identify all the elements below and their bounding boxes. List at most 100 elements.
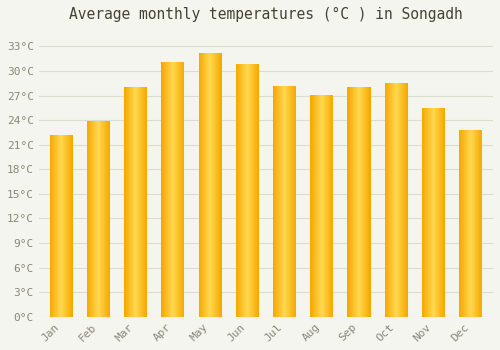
Bar — [57, 135, 58, 317]
Bar — [140, 88, 141, 317]
Bar — [315, 95, 316, 317]
Bar — [88, 121, 89, 317]
Bar — [141, 88, 142, 317]
Bar — [145, 88, 146, 317]
Bar — [324, 95, 325, 317]
Bar — [163, 62, 164, 317]
Bar — [170, 62, 171, 317]
Bar — [172, 62, 173, 317]
Bar — [318, 95, 319, 317]
Bar — [167, 62, 168, 317]
Bar — [207, 53, 208, 317]
Bar — [96, 121, 97, 317]
Bar — [67, 135, 68, 317]
Bar — [258, 64, 259, 317]
Bar — [248, 64, 249, 317]
Bar — [100, 121, 102, 317]
Bar — [91, 121, 92, 317]
Bar — [173, 62, 174, 317]
Bar — [279, 86, 280, 317]
Bar — [355, 88, 356, 317]
Bar — [287, 86, 288, 317]
Bar — [250, 64, 251, 317]
Bar — [280, 86, 281, 317]
Bar — [388, 83, 390, 317]
Bar — [391, 83, 392, 317]
Bar — [62, 135, 63, 317]
Bar — [468, 130, 469, 317]
Bar — [359, 88, 360, 317]
Bar — [136, 88, 137, 317]
Bar — [126, 88, 127, 317]
Bar — [146, 88, 147, 317]
Bar — [470, 130, 472, 317]
Bar — [213, 53, 214, 317]
Bar — [257, 64, 258, 317]
Bar — [367, 88, 368, 317]
Bar — [323, 95, 324, 317]
Bar — [330, 95, 331, 317]
Bar — [242, 64, 244, 317]
Bar — [401, 83, 402, 317]
Bar — [139, 88, 140, 317]
Bar — [108, 121, 109, 317]
Bar — [393, 83, 394, 317]
Bar — [293, 86, 294, 317]
Bar — [348, 88, 349, 317]
Bar — [428, 108, 429, 317]
Bar — [290, 86, 291, 317]
Bar — [405, 83, 406, 317]
Bar — [177, 62, 178, 317]
Bar — [465, 130, 466, 317]
Bar — [477, 130, 478, 317]
Bar — [169, 62, 170, 317]
Bar — [166, 62, 167, 317]
Bar — [252, 64, 253, 317]
Bar — [310, 95, 311, 317]
Bar — [56, 135, 57, 317]
Bar — [406, 83, 407, 317]
Bar — [183, 62, 184, 317]
Bar — [256, 64, 257, 317]
Bar — [400, 83, 401, 317]
Bar — [319, 95, 320, 317]
Bar — [124, 88, 125, 317]
Bar — [209, 53, 210, 317]
Bar — [422, 108, 423, 317]
Bar — [65, 135, 66, 317]
Bar — [322, 95, 323, 317]
Bar — [390, 83, 391, 317]
Bar — [313, 95, 314, 317]
Bar — [236, 64, 237, 317]
Bar — [206, 53, 207, 317]
Bar — [369, 88, 370, 317]
Bar — [204, 53, 205, 317]
Bar — [178, 62, 179, 317]
Bar — [138, 88, 139, 317]
Bar — [404, 83, 405, 317]
Bar — [429, 108, 430, 317]
Bar — [397, 83, 398, 317]
Bar — [162, 62, 163, 317]
Bar — [282, 86, 283, 317]
Bar — [69, 135, 70, 317]
Bar — [472, 130, 473, 317]
Bar — [59, 135, 60, 317]
Bar — [87, 121, 88, 317]
Bar — [198, 53, 199, 317]
Bar — [284, 86, 285, 317]
Bar — [278, 86, 279, 317]
Bar — [444, 108, 445, 317]
Bar — [244, 64, 245, 317]
Bar — [98, 121, 99, 317]
Bar — [241, 64, 242, 317]
Bar — [109, 121, 110, 317]
Bar — [311, 95, 312, 317]
Bar — [240, 64, 241, 317]
Bar — [99, 121, 100, 317]
Bar — [53, 135, 54, 317]
Bar — [71, 135, 72, 317]
Bar — [480, 130, 481, 317]
Bar — [106, 121, 107, 317]
Bar — [92, 121, 93, 317]
